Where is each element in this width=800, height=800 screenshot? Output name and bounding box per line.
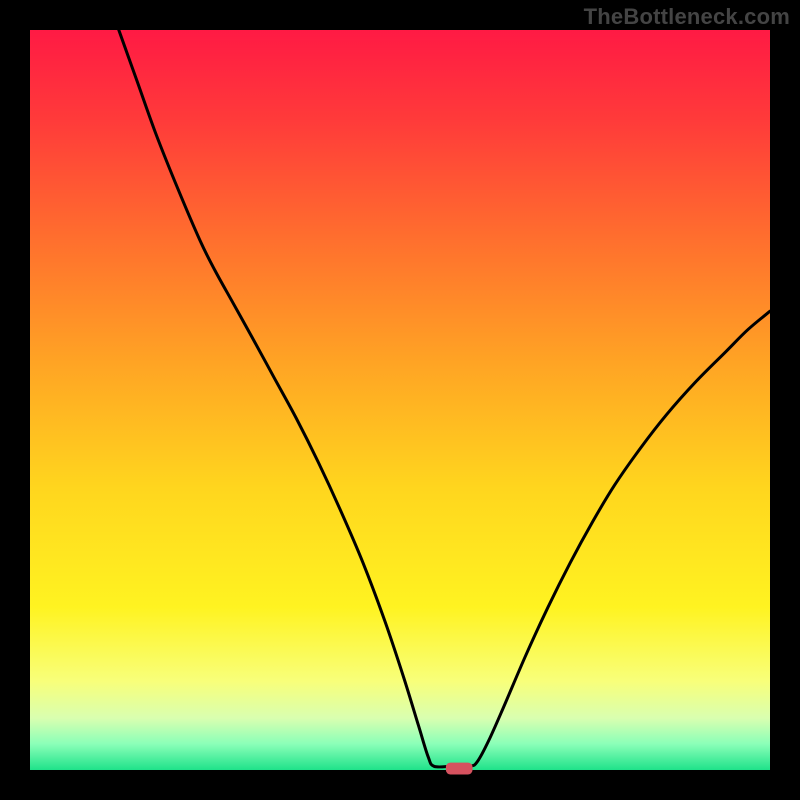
plot-background-gradient <box>30 30 770 770</box>
chart-container: TheBottleneck.com <box>0 0 800 800</box>
minimum-marker <box>446 763 473 775</box>
bottleneck-curve-chart <box>0 0 800 800</box>
